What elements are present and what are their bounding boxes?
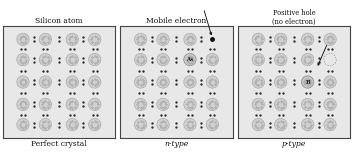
Circle shape [39,76,52,88]
Circle shape [157,33,169,46]
Circle shape [275,33,287,46]
Circle shape [17,33,29,46]
Circle shape [252,33,264,46]
Circle shape [66,118,78,131]
Circle shape [206,118,219,131]
X-axis label: n-type: n-type [164,140,189,148]
Circle shape [252,98,264,111]
Circle shape [17,53,29,66]
Circle shape [89,118,101,131]
Circle shape [206,98,219,111]
Circle shape [17,118,29,131]
Circle shape [184,98,196,111]
Circle shape [39,33,52,46]
Circle shape [324,33,336,46]
Text: As: As [186,57,193,62]
Circle shape [89,33,101,46]
Circle shape [17,98,29,111]
Circle shape [324,98,336,111]
Circle shape [39,118,52,131]
Circle shape [66,76,78,88]
Circle shape [184,33,196,46]
Text: B: B [305,80,310,84]
Circle shape [39,53,52,66]
Circle shape [134,76,147,88]
Circle shape [184,76,196,88]
Circle shape [157,118,169,131]
X-axis label: p-type: p-type [282,140,306,148]
Circle shape [134,33,147,46]
Circle shape [301,76,314,88]
Circle shape [252,53,264,66]
Circle shape [324,118,336,131]
Circle shape [157,76,169,88]
Circle shape [275,53,287,66]
Circle shape [324,76,336,88]
Circle shape [206,53,219,66]
Circle shape [39,98,52,111]
Circle shape [89,76,101,88]
Circle shape [184,53,196,66]
Circle shape [206,76,219,88]
Circle shape [17,76,29,88]
Circle shape [89,53,101,66]
Circle shape [66,33,78,46]
Title: Silicon atom: Silicon atom [35,17,83,25]
Circle shape [301,98,314,111]
Circle shape [66,98,78,111]
Circle shape [134,118,147,131]
Circle shape [252,118,264,131]
Title: Positive hole
(no electron): Positive hole (no electron) [273,9,316,26]
Circle shape [275,98,287,111]
X-axis label: Perfect crystal: Perfect crystal [31,140,86,148]
Circle shape [301,33,314,46]
Circle shape [252,76,264,88]
Circle shape [157,98,169,111]
Circle shape [301,118,314,131]
Circle shape [134,53,147,66]
Circle shape [134,98,147,111]
Title: Mobile electron: Mobile electron [146,17,207,25]
Circle shape [275,76,287,88]
Circle shape [275,118,287,131]
Circle shape [157,53,169,66]
Circle shape [66,53,78,66]
Circle shape [184,118,196,131]
Circle shape [89,98,101,111]
Circle shape [301,53,314,66]
